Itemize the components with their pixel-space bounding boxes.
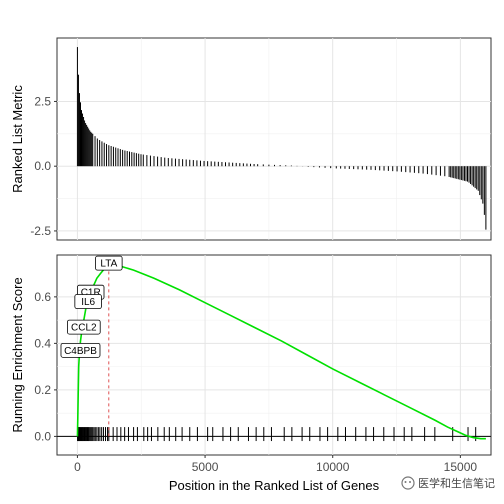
enrichment-y-tick-label: 0.4: [34, 336, 51, 350]
gene-label-text: C1R: [81, 288, 101, 299]
gene-label-text: LTA: [100, 259, 117, 270]
enrichment-x-tick-label: 10000: [316, 460, 350, 474]
gene-label-text: C4BPB: [64, 346, 97, 357]
enrichment-y-tick-label: 0.6: [34, 290, 51, 304]
gene-hit-ticks: [77, 427, 477, 442]
ranked-metric-y-ticks: 2.5 0.0 -2.5: [30, 94, 57, 238]
ranked-metric-bars: [76, 47, 487, 230]
ranked-metric-y-tick-label: -2.5: [30, 224, 51, 238]
ranked-metric-y-tick-label: 2.5: [34, 94, 51, 108]
gene-label-box: [74, 294, 102, 309]
gene-label-text: CCL2: [71, 323, 97, 334]
enrichment-y-ticks: 0.0 0.2 0.4 0.6: [34, 290, 57, 443]
wechat-logo-eye-right: [409, 481, 411, 483]
enrichment-y-tick-label: 0.0: [34, 429, 51, 443]
gene-label: LTA: [95, 255, 123, 271]
gene-label: IL6: [74, 294, 102, 309]
gene-label-box: [95, 255, 123, 271]
wechat-logo-eye-left: [404, 481, 407, 483]
enrichment-x-tick-label: 0: [74, 460, 81, 474]
ranked-metric-panel-border: [56, 37, 492, 241]
enrichment-y-tick-label: 0.2: [34, 383, 51, 397]
ranked-metric-panel: 2.5 0.0 -2.5 Ranked List Metric: [10, 37, 492, 241]
enrichment-x-ticks: 0 5000 10000 15000: [74, 455, 477, 474]
gene-label: CCL2: [67, 319, 101, 335]
gene-label: C4BPB: [60, 342, 101, 358]
gene-label-box: [67, 319, 101, 335]
enrichment-x-tick-label: 15000: [444, 460, 478, 474]
ranked-metric-y-axis-title: Ranked List Metric: [10, 85, 25, 193]
wechat-logo-icon: [401, 476, 415, 490]
enrichment-x-axis-title: Position in the Ranked List of Genes: [169, 478, 380, 493]
enrichment-y-axis-title: Running Enrichment Score: [10, 277, 25, 432]
watermark: 医学和生信笔记: [401, 476, 495, 490]
gene-label-text: IL6: [81, 297, 95, 308]
gene-label-box: [60, 342, 101, 358]
enrichment-panel-border: [56, 254, 492, 456]
enrichment-x-tick-label: 5000: [192, 460, 219, 474]
ranked-metric-y-tick-label: 0.0: [34, 159, 51, 173]
enrichment-grid: [57, 255, 491, 455]
watermark-text: 医学和生信笔记: [418, 476, 495, 490]
